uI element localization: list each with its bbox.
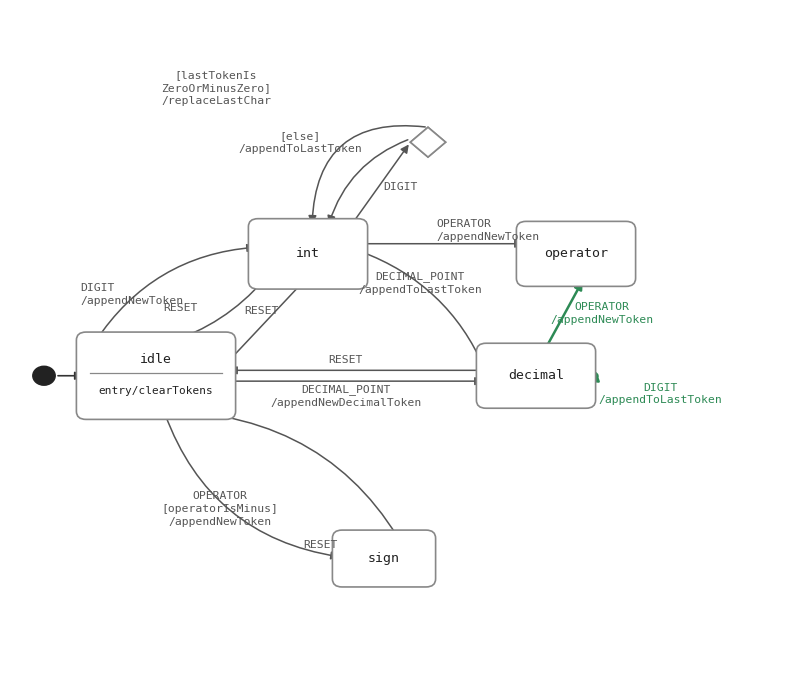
Text: [else]
/appendToLastToken: [else] /appendToLastToken [238,131,362,154]
Text: entry/clearTokens: entry/clearTokens [98,387,214,396]
FancyBboxPatch shape [77,332,235,419]
Text: DECIMAL_POINT
/appendToLastToken: DECIMAL_POINT /appendToLastToken [358,271,482,295]
Text: sign: sign [368,552,400,565]
Text: operator: operator [544,247,608,261]
Polygon shape [410,127,446,157]
FancyBboxPatch shape [248,219,368,289]
Text: int: int [296,247,320,261]
Text: idle: idle [140,353,172,366]
Text: decimal: decimal [508,369,564,383]
Circle shape [33,366,55,385]
Text: OPERATOR
/appendNewToken: OPERATOR /appendNewToken [550,302,653,325]
Text: RESET: RESET [163,303,197,313]
FancyBboxPatch shape [517,221,636,286]
FancyBboxPatch shape [333,530,435,587]
FancyBboxPatch shape [477,343,595,408]
Text: [lastTokenIs
ZeroOrMinusZero]
/replaceLastChar: [lastTokenIs ZeroOrMinusZero] /replaceLa… [161,70,271,106]
Text: OPERATOR
[operatorIsMinus]
/appendNewToken: OPERATOR [operatorIsMinus] /appendNewTok… [162,492,278,527]
Text: OPERATOR
/appendNewToken: OPERATOR /appendNewToken [436,219,539,242]
Text: RESET: RESET [303,540,337,550]
Text: DIGIT: DIGIT [383,182,417,192]
Text: DECIMAL_POINT
/appendNewDecimalToken: DECIMAL_POINT /appendNewDecimalToken [270,384,422,408]
Text: RESET: RESET [244,307,278,316]
Polygon shape [410,127,446,157]
Text: DIGIT
/appendToLastToken: DIGIT /appendToLastToken [598,383,722,406]
Text: RESET: RESET [329,355,362,365]
Text: DIGIT
/appendNewToken: DIGIT /appendNewToken [80,283,183,306]
